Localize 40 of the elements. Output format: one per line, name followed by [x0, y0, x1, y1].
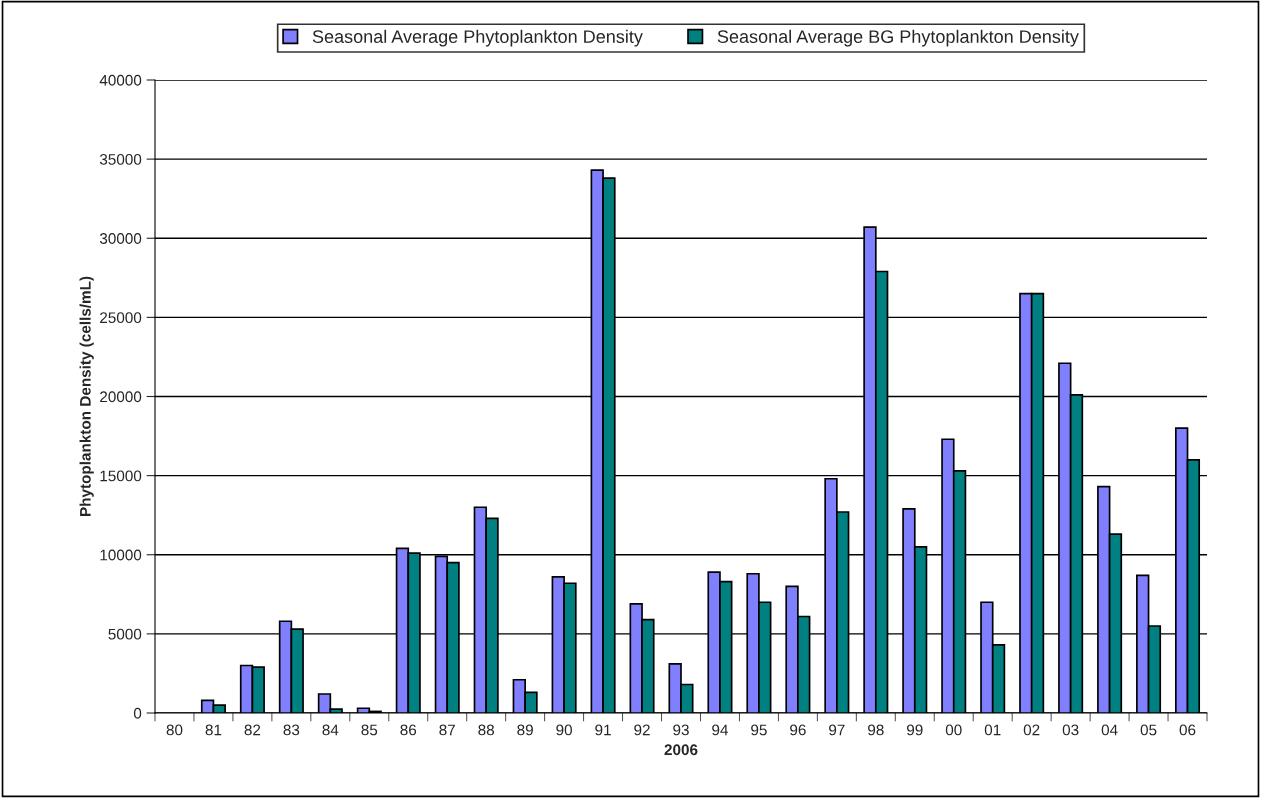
x-tick-label: 83: [283, 724, 300, 736]
x-tick-label: 03: [1062, 724, 1079, 736]
x-tick-label: 99: [907, 724, 923, 736]
x-tick-label: 88: [478, 724, 495, 736]
x-tick-label: 80: [166, 724, 183, 736]
x-tick-label: 84: [322, 724, 339, 736]
x-tick-label: 94: [712, 724, 729, 736]
x-tick-label: 02: [1023, 724, 1040, 736]
x-tick-label: 89: [517, 724, 533, 736]
legend-label: Seasonal Average BG Phytoplankton Density: [717, 29, 1079, 47]
x-tick-label: 01: [984, 724, 1001, 736]
y-tick-label: 15000: [100, 470, 142, 482]
x-tick-label: 87: [439, 724, 455, 736]
x-tick-label: 85: [361, 724, 378, 736]
x-tick-label: 97: [829, 724, 845, 736]
y-tick-label: 30000: [99, 233, 142, 244]
x-tick-label: 98: [868, 724, 884, 736]
legend-label: Seasonal Average Phytoplankton Density: [312, 29, 643, 47]
y-tick-label: 0: [133, 707, 142, 719]
x-tick-label: 90: [556, 724, 573, 736]
x-tick-label: 95: [751, 724, 767, 736]
x-tick-label: 05: [1140, 724, 1157, 736]
x-tick-label: 91: [595, 724, 611, 736]
x-axis-title: 2006: [664, 744, 698, 756]
x-tick-label: 82: [244, 724, 261, 736]
y-tick-label: 40000: [99, 74, 142, 86]
y-tick-label: 20000: [100, 391, 142, 403]
y-axis-title: Phytoplankton Density (cells/mL): [79, 276, 94, 517]
x-tick-label: 92: [634, 724, 650, 736]
x-tick-label: 81: [205, 724, 222, 736]
x-tick-label: 86: [400, 724, 417, 736]
y-tick-label: 5000: [108, 628, 142, 640]
x-tick-label: 04: [1101, 724, 1118, 736]
y-tick-label: 25000: [100, 312, 142, 324]
x-tick-label: 96: [790, 724, 806, 736]
x-tick-label: 06: [1179, 724, 1196, 736]
y-tick-label: 35000: [99, 153, 142, 165]
y-tick-label: 10000: [100, 549, 142, 561]
x-tick-label: 00: [945, 724, 962, 736]
x-tick-label: 93: [673, 724, 689, 736]
